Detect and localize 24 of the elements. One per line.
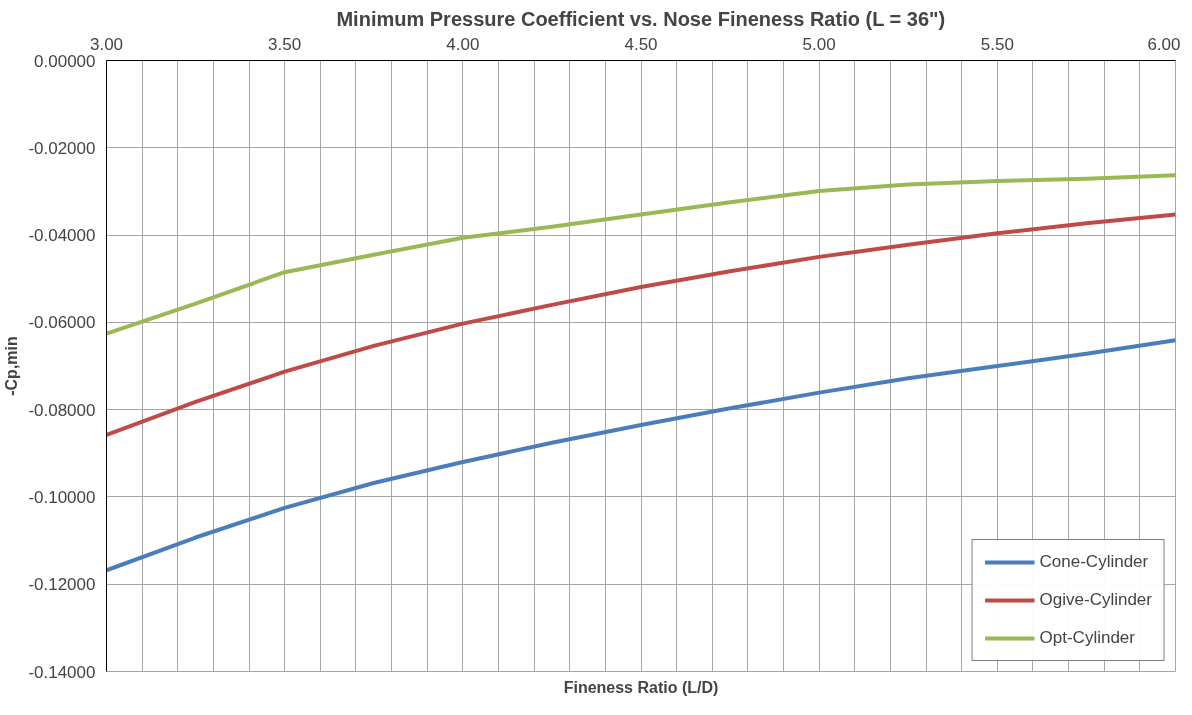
x-tick-label: 3.50 <box>268 34 302 54</box>
x-axis-title: Fineness Ratio (L/D) <box>563 678 719 696</box>
y-tick-label: -0.04000 <box>28 226 96 246</box>
x-tick-label: 4.00 <box>446 34 480 54</box>
chart-title: Minimum Pressure Coefficient vs. Nose Fineness Ratio (L = 36") <box>336 7 946 30</box>
y-tick-label: -0.14000 <box>28 662 96 682</box>
legend-label: Opt-Cylinder <box>1039 628 1135 648</box>
x-tick-label: 6.00 <box>1147 34 1181 54</box>
line-series <box>106 338 1176 573</box>
y-tick-label: -0.10000 <box>28 487 96 507</box>
line-series <box>106 173 1176 336</box>
x-tick-label: 3.00 <box>89 34 124 54</box>
y-tick-label: 0.00000 <box>34 51 96 71</box>
y-tick-label: -0.06000 <box>28 313 96 333</box>
x-tick-label: 5.50 <box>980 34 1014 54</box>
y-tick-label: -0.02000 <box>28 138 96 158</box>
y-tick-label: -0.12000 <box>28 575 96 595</box>
legend-label: Ogive-Cylinder <box>1039 590 1152 610</box>
line-series <box>106 212 1176 437</box>
legend-label: Cone-Cylinder <box>1039 552 1149 572</box>
y-tick-label: -0.08000 <box>28 400 96 420</box>
x-tick-label: 5.00 <box>802 34 836 54</box>
y-axis-title: -Cp,min <box>3 336 21 396</box>
x-tick-label: 4.50 <box>624 34 658 54</box>
